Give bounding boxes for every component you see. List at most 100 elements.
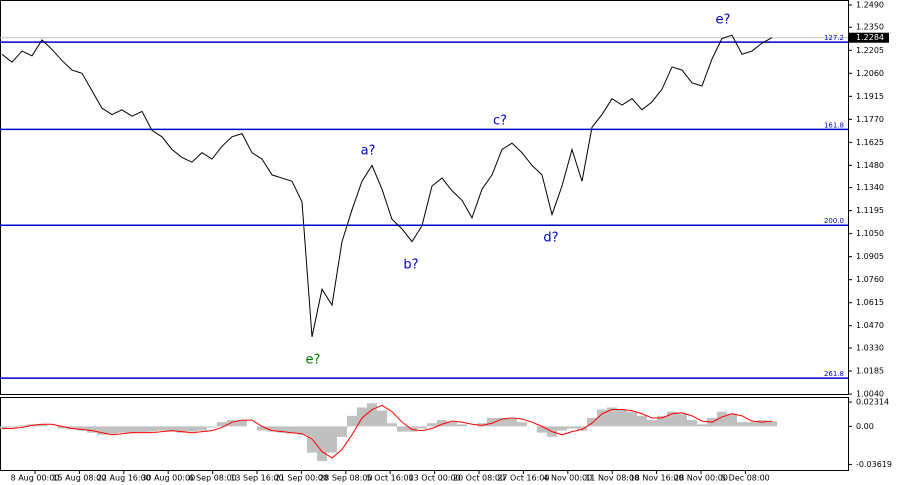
- macd-bar: [237, 420, 247, 427]
- macd-bar: [317, 426, 327, 462]
- x-tick-label: 11 Nov 08:00: [585, 474, 639, 483]
- macd-bar: [17, 425, 27, 427]
- macd-bar: [7, 426, 17, 428]
- x-tick-label: 20 Oct 08:00: [453, 474, 505, 483]
- x-tick-label: 5 Oct 16:00: [367, 474, 414, 483]
- macd-bar: [557, 426, 567, 431]
- macd-bar: [187, 426, 197, 432]
- last-price-label: 1.2284: [856, 33, 884, 42]
- macd-bar: [437, 420, 447, 427]
- macd-bar: [127, 426, 137, 433]
- macd-bar: [267, 426, 277, 432]
- y-tick-label: 1.0615: [856, 298, 884, 307]
- y-tick-label: 1.1340: [856, 183, 884, 192]
- macd-bar: [427, 423, 437, 427]
- macd-bar: [587, 417, 597, 427]
- macd-bar: [507, 419, 517, 427]
- x-tick-label: 5 Dec 08:00: [721, 474, 770, 483]
- wave-label: e?: [306, 353, 321, 368]
- wave-label: a?: [361, 144, 376, 159]
- macd-bar: [747, 422, 757, 427]
- macd-bar: [637, 415, 647, 427]
- macd-tick-label: 0.02314: [856, 398, 889, 407]
- x-tick-label: 15 Aug 08:00: [52, 474, 106, 483]
- x-tick-label: 27 Oct 16:00: [497, 474, 549, 483]
- macd-bar: [577, 426, 587, 431]
- y-tick-label: 1.0470: [856, 321, 884, 330]
- y-tick-label: 1.0185: [856, 366, 884, 375]
- y-tick-label: 1.2205: [856, 46, 884, 55]
- macd-bar: [397, 426, 407, 432]
- macd-bar: [377, 410, 387, 427]
- y-tick-label: 1.1195: [856, 206, 884, 215]
- x-tick-label: 30 Aug 00:00: [141, 474, 195, 483]
- macd-bar: [727, 413, 737, 427]
- macd-bar: [667, 411, 677, 427]
- price-panel: [0, 0, 849, 395]
- y-tick-label: 1.0040: [856, 390, 884, 399]
- macd-bar: [277, 426, 287, 433]
- x-tick-label: 13 Sep 16:00: [230, 474, 283, 483]
- macd-bar: [107, 426, 117, 434]
- macd-bar: [327, 426, 337, 453]
- last-price-box: [849, 32, 889, 43]
- macd-signal: [2, 404, 773, 459]
- macd-bar: [97, 426, 107, 435]
- x-tick-label: 8 Aug 00:00: [11, 474, 60, 483]
- x-tick-label: 13 Oct 00:00: [409, 474, 461, 483]
- y-tick-label: 1.1770: [856, 115, 884, 124]
- macd-bar: [767, 421, 777, 427]
- wave-label: e?: [716, 13, 731, 28]
- macd-bar: [207, 426, 217, 428]
- macd-bar: [347, 415, 357, 427]
- macd-bar: [607, 407, 617, 427]
- y-tick-label: 1.1480: [856, 161, 884, 170]
- macd-bar: [177, 426, 187, 433]
- macd-bar: [477, 423, 487, 427]
- y-tick-label: 1.0905: [856, 252, 884, 261]
- macd-bar: [77, 426, 87, 431]
- macd-bar: [37, 424, 47, 427]
- macd-bar: [297, 426, 307, 435]
- y-tick-label: 1.0760: [856, 275, 884, 284]
- macd-bar: [657, 415, 667, 427]
- macd-bar: [217, 422, 227, 427]
- x-tick-label: 22 Aug 16:00: [97, 474, 151, 483]
- macd-bar: [57, 426, 67, 429]
- macd-bar: [697, 424, 707, 427]
- macd-bar: [67, 426, 77, 430]
- macd-bar: [567, 426, 577, 429]
- macd-bar: [287, 426, 297, 434]
- macd-bar: [687, 420, 697, 427]
- macd-bar: [757, 420, 767, 427]
- macd-bar: [717, 411, 727, 427]
- macd-bar: [517, 422, 527, 427]
- macd-bar: [417, 426, 427, 429]
- y-tick-label: 1.1050: [856, 229, 884, 238]
- macd-bar: [617, 409, 627, 427]
- x-tick-label: 28 Sep 08:00: [319, 474, 372, 483]
- macd-tick-label: 0.00: [856, 422, 874, 431]
- fib-level-label: 261.8: [824, 370, 844, 378]
- x-tick-label: 18 Nov 16:00: [630, 474, 684, 483]
- macd-bar: [367, 403, 377, 427]
- fib-level-label: 161.8: [824, 121, 844, 129]
- y-tick-label: 1.1915: [856, 92, 884, 101]
- macd-bar: [497, 417, 507, 427]
- x-tick-label: 4 Nov 00:00: [543, 474, 592, 483]
- macd-bar: [647, 420, 657, 427]
- macd-bar: [737, 422, 747, 427]
- macd-bar: [537, 426, 547, 433]
- price-line: [1, 34, 773, 337]
- macd-bar: [227, 420, 237, 427]
- wave-label: d?: [543, 231, 558, 246]
- macd-panel: [0, 397, 849, 471]
- macd-bar: [337, 426, 347, 437]
- fib-level-label: 127.2: [824, 34, 844, 42]
- y-tick-label: 1.2490: [856, 1, 884, 10]
- y-tick-label: 1.0330: [856, 343, 884, 352]
- macd-bar: [447, 422, 457, 427]
- macd-bar: [137, 426, 147, 433]
- macd-bar: [167, 426, 177, 432]
